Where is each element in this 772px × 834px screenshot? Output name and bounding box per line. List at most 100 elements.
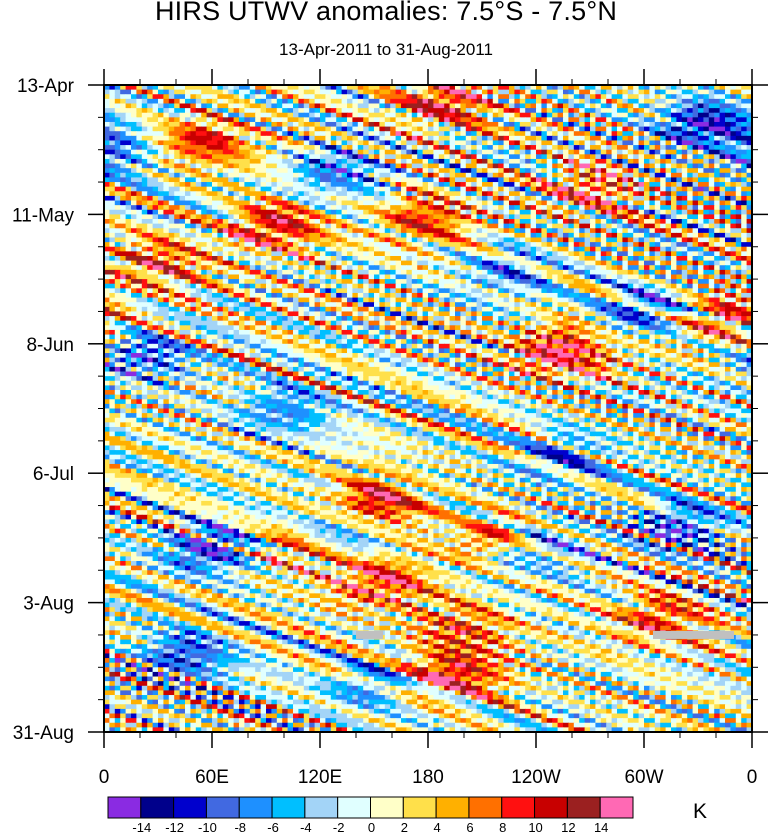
heatmap-cell <box>579 112 586 118</box>
heatmap-cell <box>417 163 424 169</box>
heatmap-cell <box>293 269 299 276</box>
heatmap-cell <box>206 89 213 95</box>
heatmap-cell <box>735 85 742 91</box>
heatmap-cell <box>660 121 667 128</box>
heatmap-cell <box>638 191 645 197</box>
heatmap-cell <box>536 246 542 252</box>
heatmap-cell <box>287 255 294 262</box>
heatmap-cell <box>519 149 526 155</box>
heatmap-cell <box>395 205 402 211</box>
heatmap-cell <box>433 163 440 169</box>
heatmap-cell <box>692 135 699 142</box>
heatmap-cell <box>287 94 294 100</box>
heatmap-cell <box>401 126 407 132</box>
heatmap-cell <box>239 172 245 179</box>
heatmap-cell <box>519 126 526 132</box>
heatmap-cell <box>330 117 337 123</box>
heatmap-cell <box>649 172 656 179</box>
heatmap-cell <box>260 209 267 215</box>
heatmap-cell <box>600 205 607 211</box>
heatmap-cell <box>233 108 240 114</box>
heatmap-cell <box>584 85 591 91</box>
heatmap-cell <box>406 209 413 215</box>
heatmap-cell <box>179 209 186 215</box>
heatmap-cell <box>676 237 683 243</box>
heatmap-cell <box>379 214 386 220</box>
heatmap-cell <box>546 126 553 132</box>
heatmap-cell <box>379 255 386 262</box>
heatmap-cell <box>584 242 591 248</box>
heatmap-cell <box>395 158 402 165</box>
heatmap-cell <box>487 251 494 257</box>
heatmap-cell <box>735 246 742 252</box>
heatmap-cell <box>428 191 434 197</box>
heatmap-cell <box>185 209 191 215</box>
heatmap-cell <box>692 186 699 192</box>
heatmap-cell <box>255 265 262 271</box>
heatmap-cell <box>654 140 661 146</box>
heatmap-cell <box>568 182 575 188</box>
heatmap-cell <box>590 219 596 225</box>
heatmap-cell <box>687 149 694 155</box>
heatmap-cell <box>541 182 548 188</box>
heatmap-cell <box>557 108 564 114</box>
heatmap-cell <box>379 117 386 123</box>
heatmap-cell <box>482 126 488 132</box>
heatmap-cell <box>676 177 683 183</box>
heatmap-cell <box>590 182 596 188</box>
heatmap-cell <box>320 219 326 225</box>
heatmap-cell <box>163 103 170 109</box>
heatmap-cell <box>174 103 181 109</box>
heatmap-cell <box>617 205 623 211</box>
heatmap-cell <box>590 85 596 91</box>
heatmap-cell <box>568 223 575 229</box>
heatmap-cell <box>714 182 721 188</box>
heatmap-cell <box>482 186 488 192</box>
heatmap-cell <box>255 186 262 192</box>
heatmap-cell <box>147 237 154 243</box>
heatmap-cell <box>428 237 434 243</box>
heatmap-cell <box>741 89 748 95</box>
heatmap-cell <box>244 219 251 225</box>
heatmap-cell <box>314 186 321 192</box>
heatmap-cell <box>233 228 240 234</box>
heatmap-cell <box>249 255 256 262</box>
heatmap-cell <box>125 251 132 257</box>
heatmap-cell <box>471 121 478 128</box>
heatmap-cell <box>514 205 521 211</box>
heatmap-cell <box>379 251 386 257</box>
heatmap-cell <box>606 154 613 160</box>
heatmap-cell <box>509 237 515 243</box>
heatmap-cell <box>384 214 391 220</box>
heatmap-cell <box>541 154 548 160</box>
heatmap-cell <box>563 108 569 114</box>
heatmap-cell <box>644 135 650 142</box>
heatmap-cell <box>557 112 564 118</box>
heatmap-cell <box>114 223 121 229</box>
heatmap-cell <box>109 209 116 215</box>
heatmap-cell <box>406 255 413 262</box>
heatmap-cell <box>260 265 267 271</box>
heatmap-cell <box>222 191 229 197</box>
heatmap-cell <box>379 154 386 160</box>
heatmap-cell <box>438 98 445 105</box>
heatmap-cell <box>120 232 127 239</box>
heatmap-cell <box>492 163 499 169</box>
heatmap-cell <box>384 246 391 252</box>
heatmap-cell <box>179 191 186 197</box>
heatmap-cell <box>136 112 143 118</box>
heatmap-cell <box>390 209 397 215</box>
heatmap-cell <box>730 209 737 215</box>
heatmap-cell <box>622 182 629 188</box>
heatmap-cell <box>627 163 634 169</box>
heatmap-cell <box>514 135 521 142</box>
heatmap-cell <box>136 246 143 252</box>
heatmap-cell <box>212 163 218 169</box>
heatmap-cell <box>228 103 235 109</box>
heatmap-cell <box>233 232 240 239</box>
heatmap-cell <box>336 242 343 248</box>
heatmap-cell <box>633 117 640 123</box>
heatmap-cell <box>228 237 235 243</box>
heatmap-cell <box>482 172 488 179</box>
heatmap-cell <box>255 126 262 132</box>
